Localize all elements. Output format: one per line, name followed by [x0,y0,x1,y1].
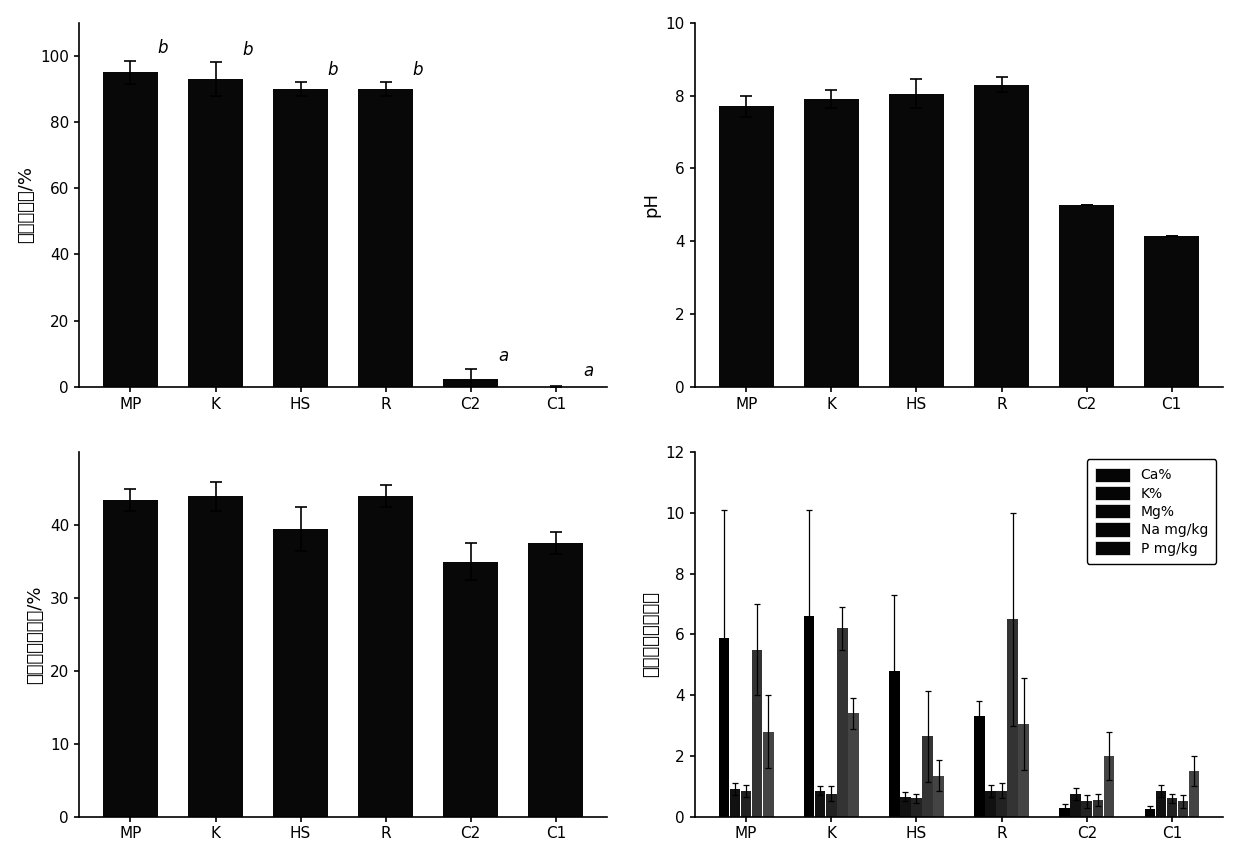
Bar [1018,724,1029,817]
Bar [889,671,899,817]
Text: b: b [413,61,423,79]
Bar [973,85,1029,387]
Bar [751,650,763,817]
Bar [911,799,921,817]
Bar [188,79,243,387]
Bar [1104,756,1115,817]
Bar [730,789,740,817]
Bar [1059,807,1070,817]
Bar [804,616,815,817]
Bar [826,794,837,817]
Bar [1059,205,1115,387]
Bar [358,89,413,387]
Bar [1156,791,1166,817]
Bar [996,791,1007,817]
Bar [719,637,729,817]
Bar [103,499,159,817]
Bar [815,791,826,817]
Bar [358,496,413,817]
Bar [1145,236,1199,387]
Bar [975,716,985,817]
Text: b: b [327,61,339,79]
Bar [1007,619,1018,817]
Bar [837,628,848,817]
Bar [273,529,329,817]
Bar [1189,771,1199,817]
Bar [528,543,584,817]
Bar [103,72,159,387]
Bar [889,94,944,387]
Bar [1081,801,1092,817]
Y-axis label: 土壤营养元素含量: 土壤营养元素含量 [642,591,660,678]
Bar [848,713,858,817]
Bar [188,496,243,817]
Bar [900,797,910,817]
Bar [763,732,774,817]
Bar [443,378,498,387]
Bar [923,736,932,817]
Text: b: b [157,39,169,57]
Y-axis label: 土壤最大持水量/%: 土壤最大持水量/% [26,585,45,684]
Bar [273,89,329,387]
Bar [1092,800,1104,817]
Bar [1178,801,1188,817]
Bar [1167,799,1177,817]
Text: a: a [583,362,593,380]
Bar [986,791,996,817]
Bar [443,562,498,817]
Bar [719,106,774,387]
Y-axis label: 植株覆盖度/%: 植株覆盖度/% [16,166,35,244]
Y-axis label: pH: pH [642,192,660,217]
Legend: Ca%, K%, Mg%, Na mg/kg, P mg/kg: Ca%, K%, Mg%, Na mg/kg, P mg/kg [1086,459,1216,564]
Bar [934,776,944,817]
Text: a: a [498,347,508,366]
Bar [1145,809,1154,817]
Bar [804,100,859,387]
Bar [740,791,751,817]
Text: b: b [243,41,253,59]
Bar [1070,794,1081,817]
